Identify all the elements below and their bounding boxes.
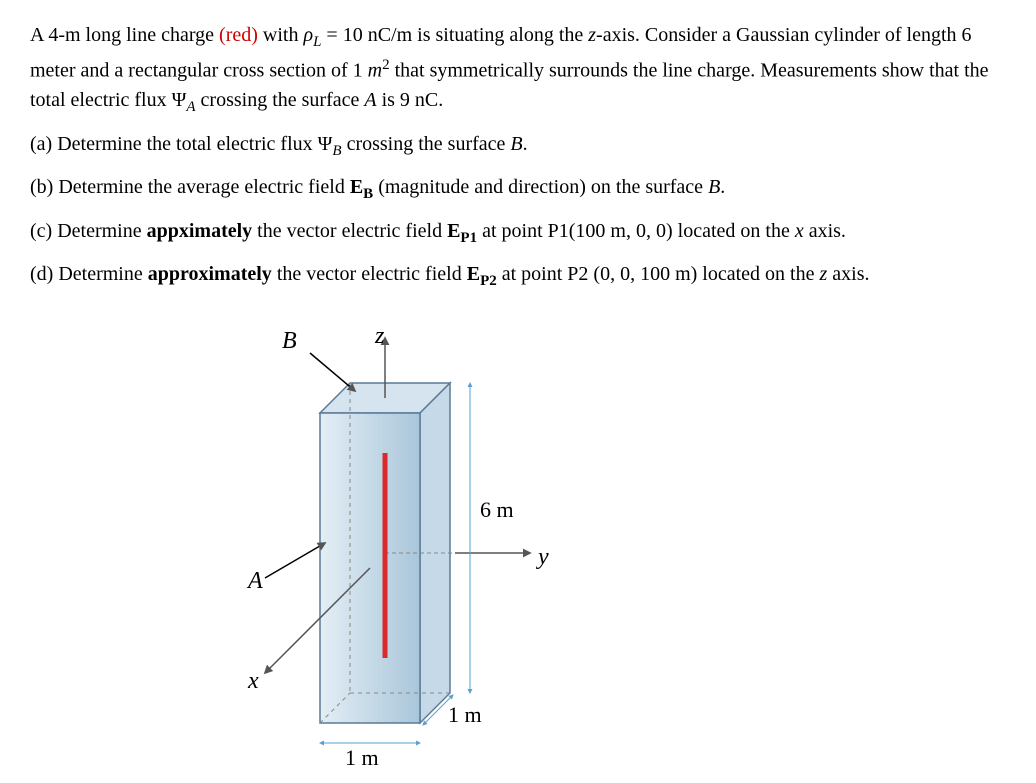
- part-d: (d) Determine approximately the vector e…: [30, 259, 1006, 293]
- dim-1m-bottom: 1 m: [345, 741, 379, 774]
- surf-b: B: [510, 133, 522, 155]
- text: A 4-m long line charge: [30, 24, 219, 46]
- part-c: (c) Determine appximately the vector ele…: [30, 216, 1006, 250]
- part-b: (b) Determine the average electric field…: [30, 172, 1006, 206]
- sq: 2: [382, 57, 390, 73]
- e-bold: E: [350, 176, 363, 198]
- surf-a: A: [364, 89, 376, 111]
- e-sub-p2: P2: [480, 273, 497, 289]
- figure: B z A x y 6 m 1 m 1 m: [210, 323, 610, 763]
- e-sub-b: B: [363, 186, 373, 202]
- label-b-arrow: [310, 353, 355, 391]
- text: at point P2 (0, 0, 100 m) located on the: [497, 263, 820, 285]
- text: axis.: [804, 220, 846, 242]
- text: is 9 nC.: [377, 89, 444, 111]
- dim-1m-side: 1 m: [448, 698, 482, 731]
- red-text: (red): [219, 24, 258, 46]
- text: .: [720, 176, 725, 198]
- label-x: x: [248, 663, 259, 699]
- text: with: [258, 24, 304, 46]
- e-sub-p1: P1: [460, 230, 477, 246]
- text: (a) Determine the total electric flux Ψ: [30, 133, 332, 155]
- text: the vector electric field: [252, 220, 447, 242]
- label-b: B: [282, 323, 297, 359]
- surf-b2: B: [708, 176, 720, 198]
- text: (b) Determine the average electric field: [30, 176, 350, 198]
- part-a: (a) Determine the total electric flux ΨB…: [30, 129, 1006, 163]
- text: the vector electric field: [272, 263, 467, 285]
- rho-symbol: ρ: [303, 24, 313, 46]
- text: (c) Determine: [30, 220, 147, 242]
- label-y: y: [538, 539, 549, 575]
- text: = 10 nC/m is situating along the: [321, 24, 588, 46]
- problem-statement: A 4-m long line charge (red) with ρL = 1…: [30, 20, 1006, 119]
- text: .: [523, 133, 528, 155]
- z-var: z: [588, 24, 596, 46]
- text: at point P1(100 m, 0, 0) located on the: [477, 220, 795, 242]
- text: (magnitude and direction) on the surface: [373, 176, 708, 198]
- diagram-svg: [210, 323, 610, 763]
- text: crossing the surface: [196, 89, 365, 111]
- x-axis: x: [795, 220, 804, 242]
- text: (d) Determine: [30, 263, 148, 285]
- approx-c: appximately: [147, 220, 253, 242]
- text: crossing the surface: [342, 133, 511, 155]
- label-z: z: [375, 318, 384, 354]
- label-a-arrow: [265, 543, 325, 578]
- e-bold-d: E: [467, 263, 480, 285]
- m-unit: m: [368, 59, 382, 81]
- text: axis.: [827, 263, 869, 285]
- label-a: A: [248, 563, 263, 599]
- psi-a-sub: A: [186, 99, 195, 115]
- dim-6m: 6 m: [480, 493, 514, 526]
- approx-d: approximately: [148, 263, 272, 285]
- e-bold-c: E: [447, 220, 460, 242]
- psi-b-sub: B: [332, 143, 341, 159]
